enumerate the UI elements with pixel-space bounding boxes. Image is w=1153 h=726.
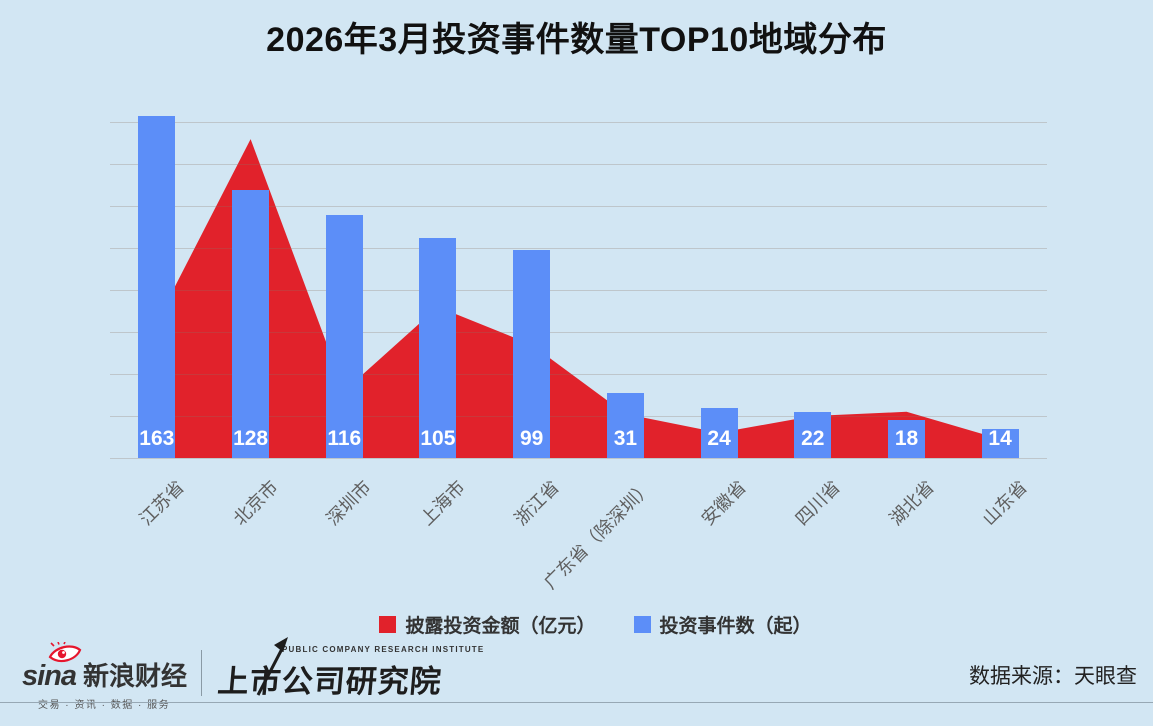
sina-eye-icon (48, 642, 82, 663)
x-axis-label: 广东省（除深圳） (540, 476, 657, 593)
x-axis-label: 江苏省 (135, 476, 188, 530)
x-axis-label: 湖北省 (885, 476, 938, 530)
sina-wordmark: sina (22, 660, 77, 692)
amount-legend-label: 披露投资金额（亿元） (405, 616, 596, 637)
x-axis-label: 浙江省 (510, 476, 563, 530)
institute-subtitle: PUBLIC COMPANY RESEARCH INSTITUTE (282, 645, 485, 654)
sina-finance-name: 新浪财经 (83, 661, 188, 691)
footer-separator-line (0, 702, 1153, 703)
gridline (110, 458, 1047, 459)
amount-legend-swatch (379, 616, 397, 633)
chart-title: 2026年3月投资事件数量TOP10地域分布 (266, 21, 887, 59)
footer-divider (201, 650, 202, 696)
amount-area-polygon (156, 139, 1001, 458)
x-axis-label: 上海市 (416, 476, 469, 530)
institute-logo: PUBLIC COMPANY RESEARCH INSTITUTE 上市公司研究… (216, 637, 485, 701)
legend: 披露投资金额（亿元） 投资事件数（起） (0, 611, 1153, 638)
x-axis-label: 深圳市 (322, 476, 376, 530)
count-legend-label: 投资事件数（起） (659, 616, 812, 637)
x-axis-label: 安徽省 (697, 476, 751, 530)
legend-item-amount: 披露投资金额（亿元） (379, 611, 596, 638)
x-axis-label: 山东省 (978, 476, 1032, 530)
amount-area-series (156, 139, 1001, 458)
legend-item-count: 投资事件数（起） (633, 611, 812, 638)
data-source: 数据来源：天眼查 (969, 665, 1137, 688)
sina-tagline: 交易 · 资讯 · 数据 · 服务 (38, 700, 171, 711)
count-legend-swatch (633, 616, 651, 633)
x-axis-label: 北京市 (229, 476, 282, 530)
arrow-icon (256, 637, 288, 696)
sina-finance-logo: sina 新浪财经 交易 · 资讯 · 数据 · 服务 (22, 642, 187, 711)
x-axis-label: 四川省 (791, 476, 844, 530)
